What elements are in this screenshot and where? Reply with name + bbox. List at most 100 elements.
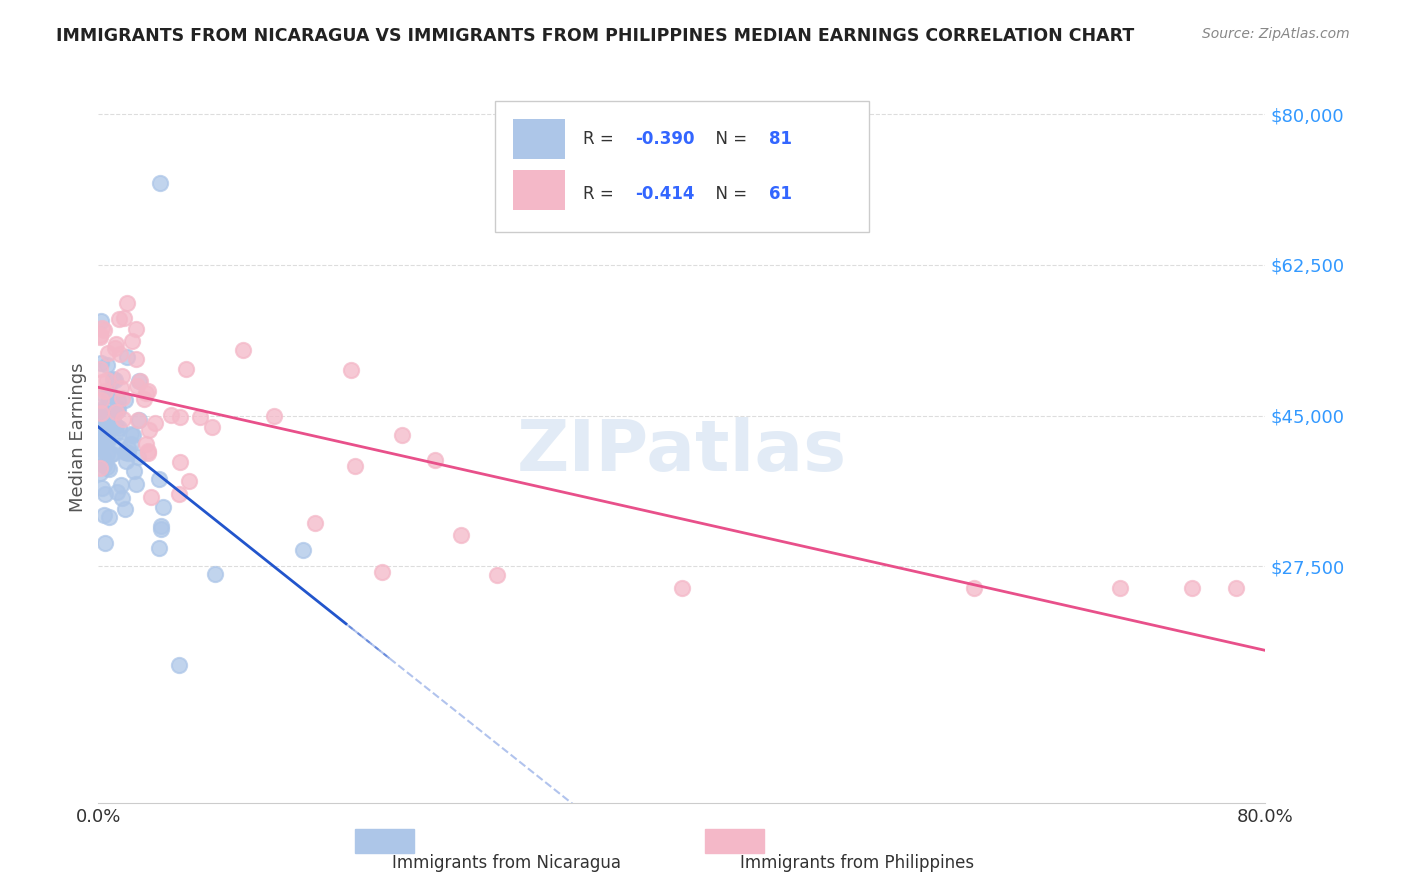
- Text: N =: N =: [706, 129, 752, 148]
- Point: [98, 385, 121, 400]
- Point: [94, 536, 117, 550]
- Point: [110, 347, 132, 361]
- Point: [89, 328, 111, 343]
- Point: [188, 410, 211, 425]
- Point: [371, 565, 394, 579]
- Point: [111, 368, 134, 383]
- Point: [89, 432, 111, 446]
- Point: [89, 440, 111, 454]
- Point: [174, 361, 197, 376]
- Point: [485, 567, 508, 582]
- Point: [138, 446, 160, 460]
- Point: [107, 438, 129, 452]
- Point: [117, 441, 139, 455]
- Point: [160, 409, 183, 423]
- Point: [134, 392, 156, 407]
- Point: [423, 452, 446, 467]
- Point: [107, 403, 129, 417]
- Point: [98, 388, 121, 402]
- Point: [89, 466, 111, 480]
- Point: [96, 447, 118, 461]
- Point: [90, 313, 112, 327]
- Point: [114, 393, 136, 408]
- Point: [98, 424, 121, 438]
- FancyBboxPatch shape: [706, 830, 763, 853]
- Point: [98, 392, 121, 407]
- Point: [89, 422, 111, 436]
- Point: [100, 447, 122, 461]
- Point: [93, 323, 115, 337]
- Point: [94, 486, 117, 500]
- Point: [117, 446, 139, 460]
- Point: [105, 418, 128, 433]
- Point: [101, 372, 124, 386]
- Point: [136, 444, 159, 458]
- Point: [120, 427, 142, 442]
- Text: Immigrants from Nicaragua: Immigrants from Nicaragua: [392, 854, 621, 872]
- FancyBboxPatch shape: [495, 101, 869, 232]
- Point: [671, 581, 693, 595]
- Point: [127, 413, 149, 427]
- Point: [121, 334, 143, 349]
- Point: [91, 451, 114, 466]
- Point: [89, 440, 111, 454]
- Point: [89, 361, 111, 376]
- Point: [90, 406, 112, 420]
- Point: [90, 392, 112, 407]
- Point: [89, 406, 111, 420]
- Text: -0.390: -0.390: [636, 129, 695, 148]
- Point: [391, 427, 413, 442]
- Point: [148, 541, 170, 555]
- Point: [108, 421, 131, 435]
- Point: [1225, 581, 1247, 595]
- Point: [114, 502, 136, 516]
- Point: [125, 322, 148, 336]
- Point: [94, 434, 117, 448]
- Point: [104, 342, 127, 356]
- Point: [111, 491, 134, 505]
- Point: [340, 362, 363, 376]
- Point: [90, 402, 112, 417]
- Point: [97, 345, 120, 359]
- Point: [90, 356, 112, 370]
- Point: [127, 379, 149, 393]
- Point: [104, 426, 127, 441]
- Point: [136, 384, 159, 399]
- Point: [962, 581, 984, 595]
- Point: [127, 450, 149, 464]
- Point: [122, 464, 145, 478]
- Point: [167, 658, 190, 673]
- FancyBboxPatch shape: [513, 119, 565, 159]
- Point: [97, 433, 120, 447]
- Point: [112, 311, 135, 326]
- Point: [115, 453, 138, 467]
- Point: [91, 385, 114, 400]
- Text: 81: 81: [769, 129, 793, 148]
- Point: [89, 426, 111, 441]
- Point: [139, 490, 162, 504]
- Point: [110, 381, 132, 395]
- Point: [90, 405, 112, 419]
- Point: [97, 462, 120, 476]
- Point: [115, 295, 138, 310]
- Point: [90, 481, 112, 495]
- Text: ZIPatlas: ZIPatlas: [517, 417, 846, 486]
- Point: [93, 458, 115, 473]
- Point: [304, 516, 326, 530]
- Point: [114, 445, 136, 459]
- Point: [89, 427, 111, 442]
- Point: [89, 330, 111, 344]
- Text: IMMIGRANTS FROM NICARAGUA VS IMMIGRANTS FROM PHILIPPINES MEDIAN EARNINGS CORRELA: IMMIGRANTS FROM NICARAGUA VS IMMIGRANTS …: [56, 27, 1135, 45]
- Point: [263, 409, 285, 423]
- Point: [91, 417, 114, 431]
- Point: [98, 509, 121, 524]
- Point: [117, 351, 139, 365]
- Point: [108, 311, 131, 326]
- Point: [104, 336, 127, 351]
- Text: Immigrants from Philippines: Immigrants from Philippines: [740, 854, 974, 872]
- Text: 61: 61: [769, 185, 793, 202]
- Point: [204, 566, 226, 581]
- Point: [91, 320, 114, 334]
- Y-axis label: Median Earnings: Median Earnings: [69, 362, 87, 512]
- Point: [91, 436, 114, 450]
